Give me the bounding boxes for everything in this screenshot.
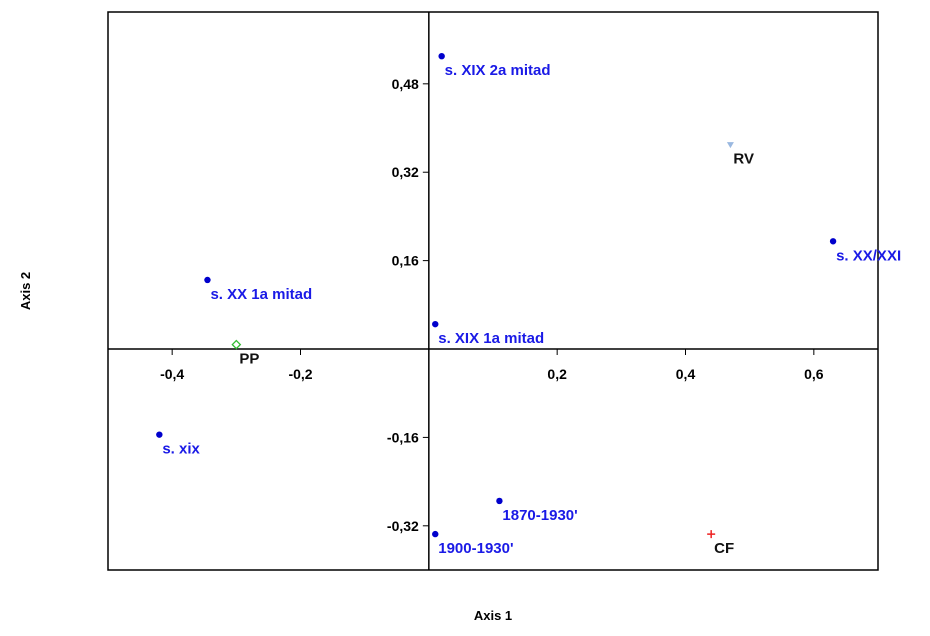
point-marker xyxy=(204,276,211,284)
y-tick-label: -0,16 xyxy=(387,429,419,445)
point-label: 1870-1930' xyxy=(502,507,577,524)
x-axis-ticks: -0,4 -0,2 0,2 0,4 0,6 xyxy=(160,349,824,382)
plot-area xyxy=(107,11,879,571)
point-marker xyxy=(231,339,242,350)
data-points: s. XIX 2a mitad RV s. XX/XXI s. XX 1a mitad… xyxy=(156,52,901,557)
x-tick-label: 0,4 xyxy=(676,366,696,382)
x-axis-title: Axis 1 xyxy=(474,608,512,623)
point-marker xyxy=(707,530,716,539)
point-marker xyxy=(726,142,734,149)
point-label: s. xix xyxy=(162,441,200,458)
x-tick-label: -0,4 xyxy=(160,366,184,382)
point-label: 1900-1930' xyxy=(438,540,513,557)
point-marker xyxy=(829,238,837,245)
point-marker xyxy=(438,52,445,60)
point-marker xyxy=(156,431,163,438)
y-tick-label: 0,48 xyxy=(392,76,419,92)
point-label: s. XIX 2a mitad xyxy=(445,62,551,79)
point-label: s. XIX 1a mitad xyxy=(438,330,544,347)
x-tick-label: -0,2 xyxy=(288,366,312,382)
y-tick-label: 0,16 xyxy=(392,253,419,269)
y-tick-label: 0,32 xyxy=(392,164,419,180)
x-tick-label: 0,6 xyxy=(804,366,824,382)
point-marker xyxy=(432,530,439,538)
point-label: CF xyxy=(714,540,734,557)
point-label: PP xyxy=(239,351,259,368)
x-tick-label: 0,2 xyxy=(547,366,567,382)
point-label: s. XX 1a mitad xyxy=(210,286,312,303)
y-axis-ticks: 0,48 0,32 0,16 -0,16 -0,32 xyxy=(387,76,429,534)
point-label: RV xyxy=(733,151,754,168)
point-marker xyxy=(432,320,439,328)
point-marker xyxy=(496,497,503,505)
y-axis-title: Axis 2 xyxy=(18,272,33,310)
point-label: s. XX/XXI xyxy=(836,247,901,264)
y-tick-label: -0,32 xyxy=(387,518,419,534)
